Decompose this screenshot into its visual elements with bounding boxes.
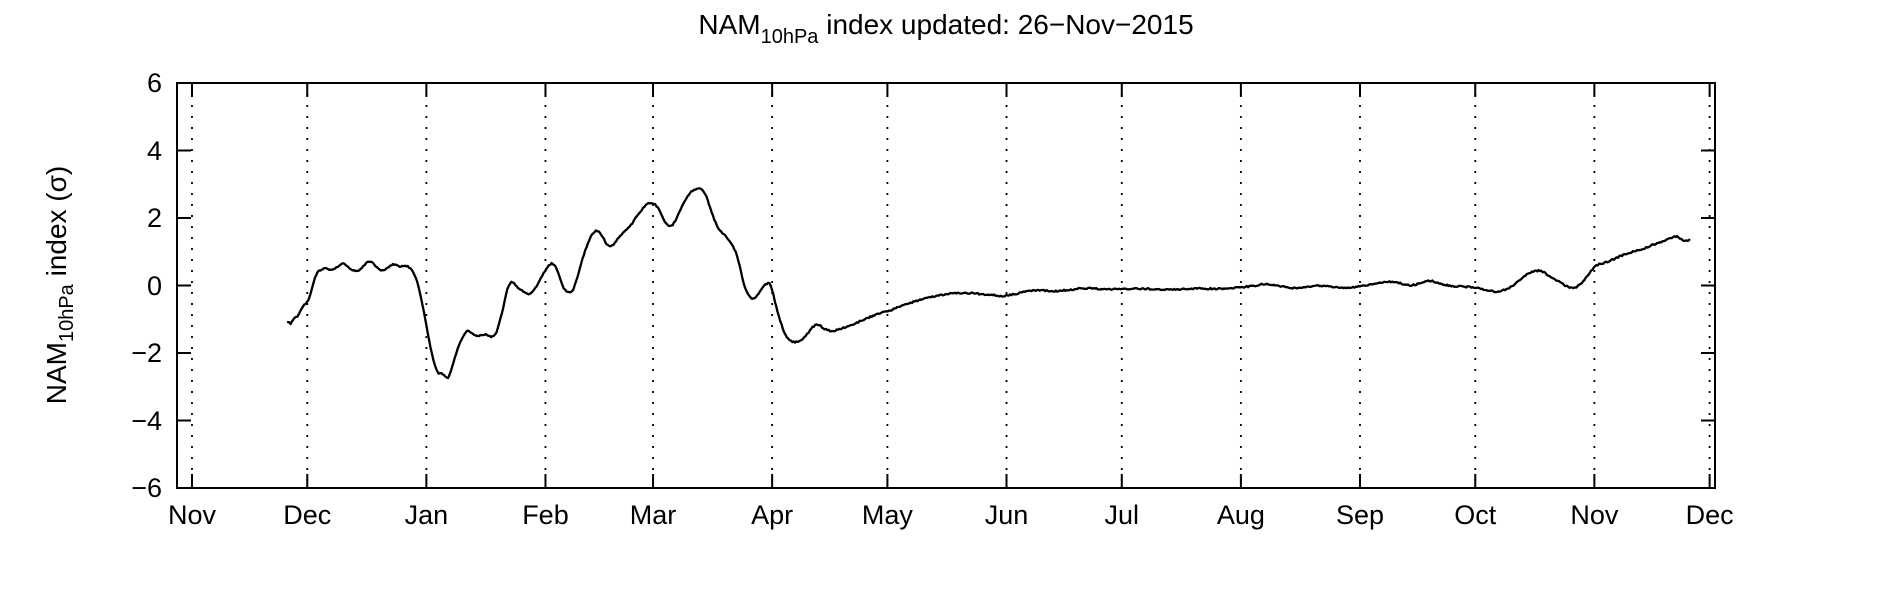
x-tick-label: Apr: [751, 500, 794, 530]
x-tick-label: Feb: [522, 500, 569, 530]
x-tick-label: Aug: [1216, 500, 1265, 530]
y-tick-label: 0: [146, 270, 162, 301]
plot-border: [176, 82, 1716, 489]
x-tick-label: Oct: [1454, 500, 1497, 530]
x-tick-label: Jan: [404, 500, 449, 530]
x-tick-label: Mar: [629, 500, 677, 530]
x-tick-label: May: [861, 500, 913, 530]
y-tick-label: −2: [131, 338, 162, 368]
title-prefix: NAM: [698, 9, 761, 40]
y-tick-label: 4: [146, 135, 162, 166]
nam-index-line: [286, 187, 1691, 380]
y-tick-label: −6: [131, 473, 162, 503]
x-tick-label: Nov: [1570, 500, 1619, 530]
title-suffix: index updated: 26−Nov−2015: [818, 9, 1194, 40]
y-tick-label: −4: [131, 405, 162, 436]
x-tick-label: Dec: [283, 500, 332, 530]
x-tick-label: Jul: [1104, 500, 1140, 530]
x-tick-label: Jun: [984, 500, 1029, 530]
x-tick-label: Sep: [1335, 500, 1384, 530]
x-tick-label: Dec: [1685, 500, 1734, 530]
y-tick-label: 6: [146, 68, 162, 98]
title-subscript: 10hPa: [760, 26, 819, 48]
figure-title: NAM10hPa index updated: 26−Nov−2015: [177, 9, 1715, 48]
y-tick-label: 2: [146, 203, 162, 233]
x-tick-label: Nov: [167, 500, 216, 530]
